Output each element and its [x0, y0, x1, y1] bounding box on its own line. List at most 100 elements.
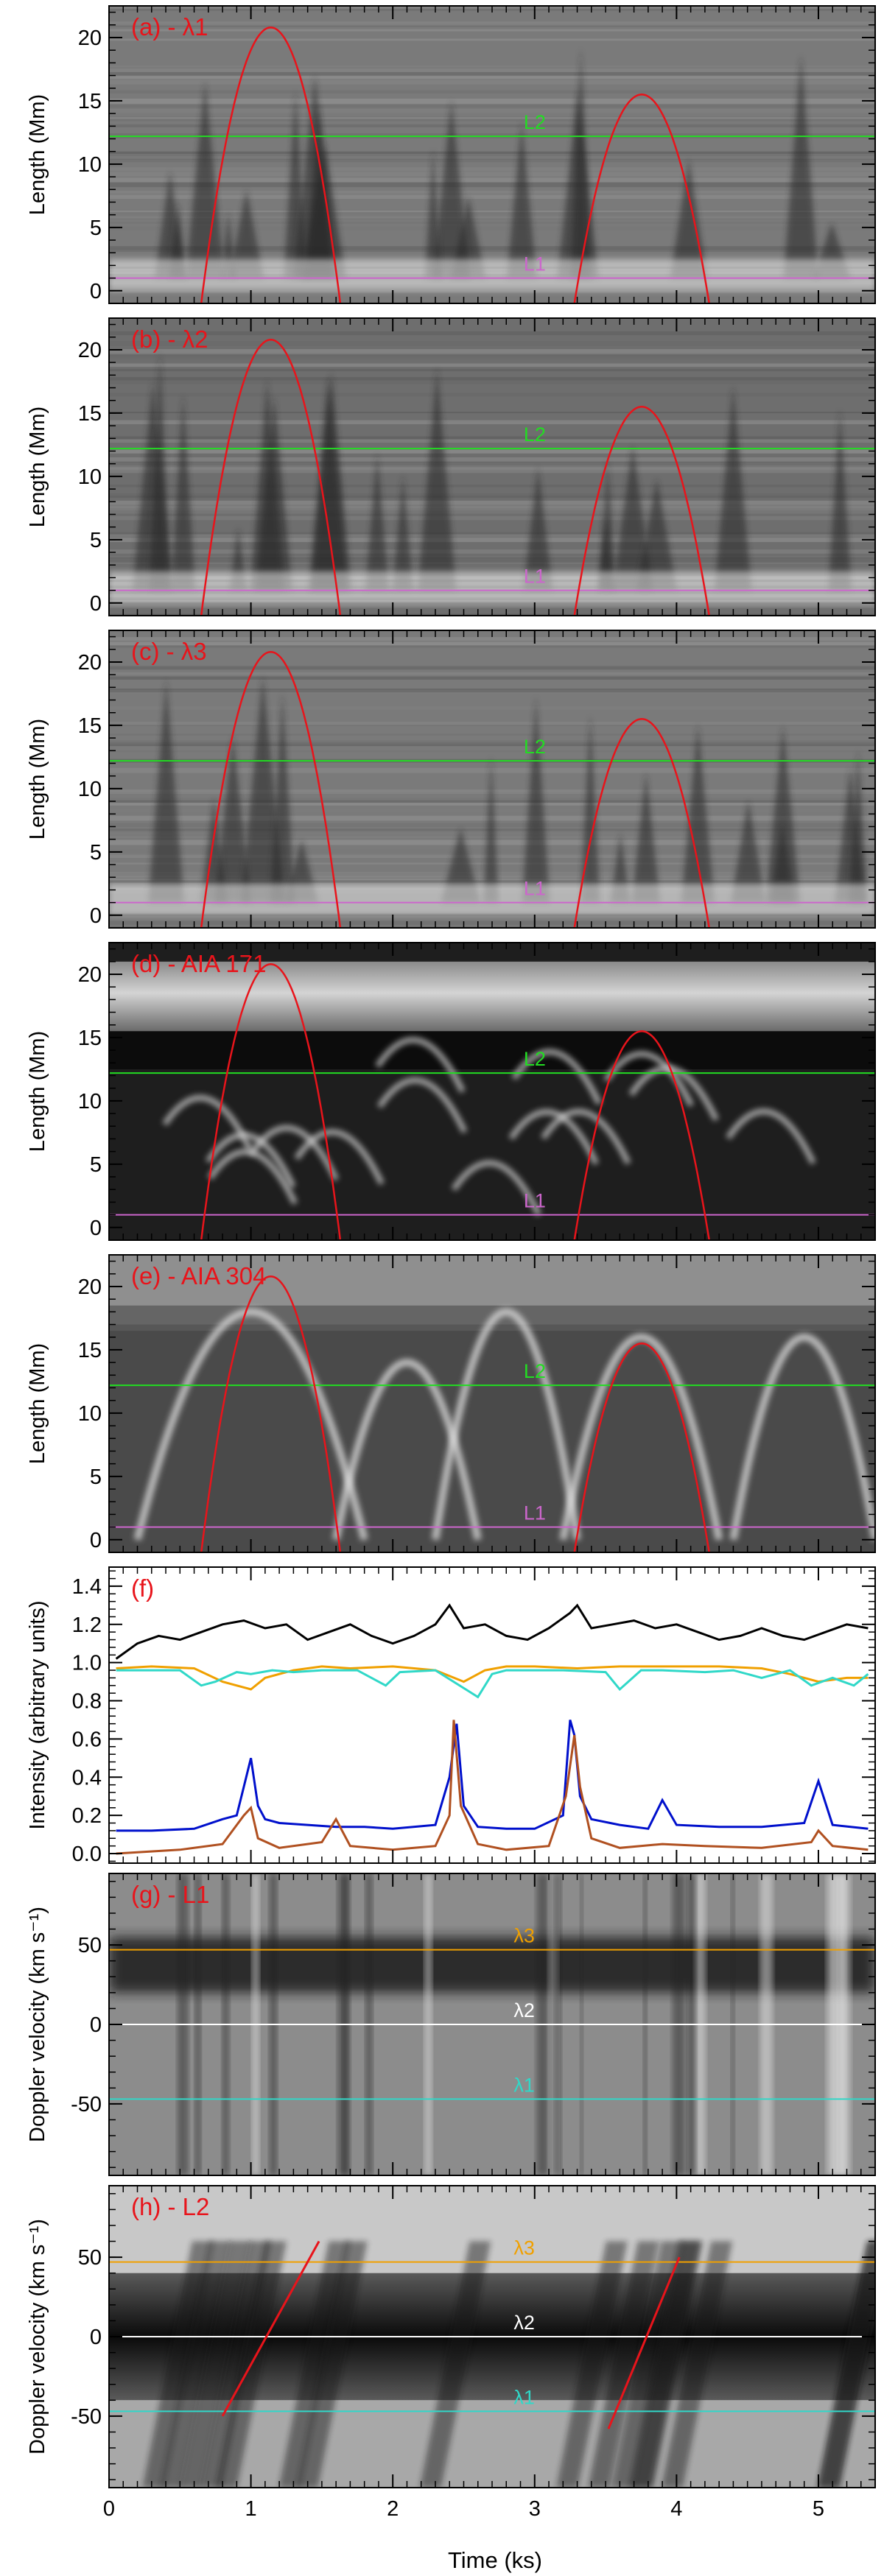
- heatmap-streak: [109, 379, 875, 384]
- heatmap-streak: [109, 493, 875, 499]
- heatmap-jet: [418, 367, 457, 591]
- heatmap-loop: [206, 1132, 296, 1189]
- heatmap-streak: [109, 194, 875, 200]
- heatmap-streak: [109, 191, 875, 194]
- heatmap-jet: [600, 458, 616, 591]
- panel-title: (b) - λ2: [131, 325, 208, 353]
- panel-b: L2 L1 (b) - λ2 0 5 10 15 20 Length (Mm): [26, 317, 876, 616]
- y-tick-label: 1.0: [72, 1652, 102, 1675]
- panel-title: (d) - AIA 171: [131, 950, 266, 977]
- heatmap-streak: [296, 2241, 368, 2488]
- y-tick-label: 20: [78, 651, 102, 675]
- y-axis-title: Length (Mm): [26, 1343, 49, 1464]
- panel-body: L2 L1: [109, 6, 875, 303]
- heatmap-arc: [559, 1334, 723, 1541]
- heatmap-streak: [109, 485, 875, 488]
- heatmap-streak: [109, 461, 875, 463]
- panel-g: λ3 λ2 λ1 (g) - L1 -50 0 50 Doppler velocity (km…: [26, 1873, 876, 2176]
- heatmap-jet: [148, 678, 184, 903]
- heatmap-loop: [451, 1160, 542, 1217]
- y-tick-label: 10: [78, 465, 102, 489]
- fitted-parabola: [200, 1275, 342, 1552]
- y-axis-title: Doppler velocity (km s⁻¹): [26, 1907, 49, 2142]
- panel-body: L2 L1: [109, 943, 875, 1240]
- heatmap-streak: [109, 641, 875, 646]
- y-tick-label: 15: [78, 402, 102, 426]
- panel-body: L2 L1: [109, 1255, 875, 1552]
- panel-e: L2 L1 (e) - AIA 304 0 5 10 15 20 Length (Mm): [26, 1254, 876, 1553]
- heatmap-jet: [169, 201, 187, 278]
- fitted-parabola: [573, 94, 710, 303]
- heatmap-streak: [109, 436, 875, 440]
- heatmap-streak: [109, 349, 875, 354]
- y-tick-label: 50: [78, 1934, 102, 1957]
- heatmap-jet: [292, 74, 337, 278]
- heatmap-jet: [365, 452, 389, 591]
- heatmap-streak: [109, 363, 875, 367]
- heatmap-arc: [729, 1334, 875, 1541]
- panel-title: (h) - L2: [131, 2193, 209, 2220]
- heatmap-streak: [109, 725, 875, 727]
- heatmap-bright-band: [109, 571, 875, 603]
- y-tick-label: 0.2: [72, 1804, 102, 1828]
- heatmap-dark-band: [109, 1031, 875, 1069]
- y-tick-label: 15: [78, 1027, 102, 1050]
- heatmap-streak: [629, 2241, 701, 2488]
- heatmap-bright-band: [109, 883, 875, 915]
- panel-body: λ3 λ2 λ1: [109, 1873, 875, 2175]
- reference-line-label: λ3: [513, 2237, 535, 2259]
- heatmap-streak: [109, 689, 875, 693]
- heatmap-streak: [109, 721, 875, 725]
- heatmap-loop: [541, 1108, 631, 1165]
- heatmap-streak: [109, 538, 875, 543]
- heatmap-streak: [109, 672, 875, 675]
- heatmap-jet: [214, 734, 252, 903]
- heatmap-streak: [109, 412, 875, 414]
- heatmap-streak: [109, 246, 875, 250]
- reference-line-label: L2: [524, 423, 546, 446]
- fitted-parabola: [200, 650, 342, 928]
- y-tick-label: 5: [90, 841, 102, 865]
- heatmap-streak: [109, 174, 875, 177]
- heatmap-jet: [392, 474, 413, 591]
- heatmap-jet: [250, 379, 284, 591]
- x-tick-label: 1: [245, 2497, 257, 2521]
- y-tick-label: 0.8: [72, 1690, 102, 1714]
- y-axis-title: Doppler velocity (km s⁻¹): [26, 2219, 49, 2454]
- heatmap-arc: [133, 1308, 368, 1541]
- heatmap-streak: [109, 29, 875, 32]
- y-tick-label: 10: [78, 778, 102, 801]
- panel-title: (f): [131, 1574, 154, 1602]
- panel-body: L2 L1: [109, 630, 875, 928]
- heatmap-streak: [109, 104, 875, 109]
- series-line-blue: [116, 1720, 869, 1832]
- y-axis-title: Length (Mm): [26, 407, 49, 527]
- y-tick-label: 1.2: [72, 1613, 102, 1637]
- reference-line-label: λ3: [513, 1925, 535, 1947]
- heatmap-jet: [228, 189, 264, 278]
- y-tick-label: 0.0: [72, 1843, 102, 1866]
- reference-line-label: L1: [524, 1190, 546, 1212]
- reference-line-label: λ1: [513, 2386, 535, 2408]
- heatmap-streak: [109, 676, 875, 680]
- heatmap-streak: [109, 157, 875, 160]
- heatmap-streak: [109, 449, 875, 454]
- heatmap-streak: [109, 65, 875, 68]
- heatmap-streak: [109, 108, 875, 113]
- heatmap-jet: [483, 755, 499, 903]
- panel-f: (f) 0.0 0.2 0.4 0.6 0.8 1.0 1.2 1.4 Intensity (ar…: [26, 1566, 876, 1866]
- heatmap-streak: [142, 2241, 214, 2488]
- heatmap-jet: [507, 121, 537, 278]
- heatmap-streak: [278, 2241, 350, 2488]
- heatmap-streak: [109, 470, 875, 474]
- x-tick-label: 5: [813, 2497, 824, 2521]
- y-tick-label: 15: [78, 1339, 102, 1362]
- heatmap-streak: [109, 331, 875, 336]
- heatmap-streak: [109, 182, 875, 188]
- heatmap-band: [109, 961, 875, 1032]
- series-line-cyan: [116, 1669, 869, 1699]
- heatmap-arc: [432, 1308, 581, 1541]
- heatmap-jet: [714, 385, 752, 591]
- heatmap-loop: [726, 1108, 816, 1165]
- x-tick-label: 2: [387, 2497, 399, 2521]
